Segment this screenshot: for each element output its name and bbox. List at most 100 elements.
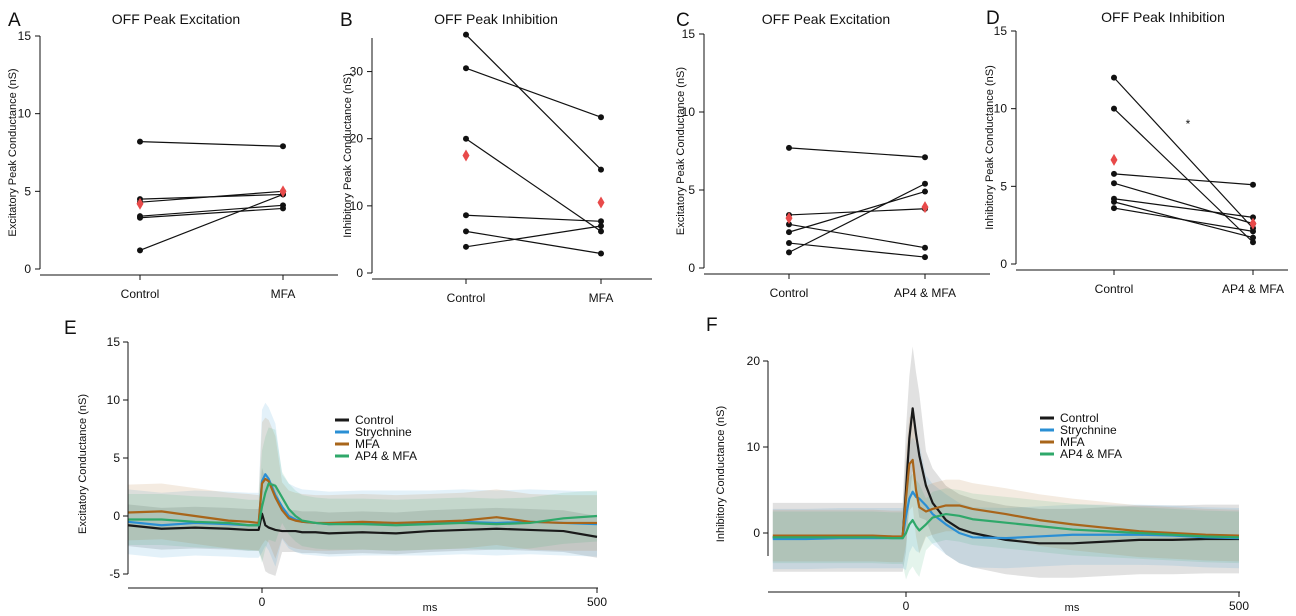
y-tick-label: 10 xyxy=(747,440,761,454)
mean-diamond xyxy=(1110,153,1118,166)
y-tick-label: 5 xyxy=(113,451,120,465)
series-line xyxy=(772,512,1240,540)
y-tick-label: 15 xyxy=(994,24,1008,38)
pair-line xyxy=(1113,207,1254,232)
significance-asterisk: * xyxy=(1186,117,1191,131)
data-point xyxy=(786,229,792,236)
x-category-label: AP4 & MFA xyxy=(1222,282,1284,296)
series-line xyxy=(128,482,598,527)
pair-line xyxy=(465,214,602,222)
legend-label: MFA xyxy=(1060,435,1085,449)
x-category-label: AP4 & MFA xyxy=(894,286,956,300)
legend-label: AP4 & MFA xyxy=(355,449,417,463)
y-tick-label: 5 xyxy=(1000,179,1007,193)
data-point xyxy=(463,243,469,250)
data-point xyxy=(786,144,792,151)
mean-diamond xyxy=(136,197,144,210)
panel-letter: D xyxy=(986,8,1000,29)
pair-line xyxy=(465,230,602,255)
series-line xyxy=(127,477,597,525)
data-point xyxy=(137,247,143,254)
data-point xyxy=(922,254,928,261)
y-tick-label: 0 xyxy=(24,262,31,276)
data-point xyxy=(786,249,792,256)
legend-label: MFA xyxy=(355,437,380,451)
legend-label: Strychnine xyxy=(355,425,412,439)
x-tick-label: 0 xyxy=(903,599,910,613)
legend-label: Strychnine xyxy=(1060,423,1117,437)
x-category-label: Control xyxy=(1095,282,1134,296)
pair-line xyxy=(465,138,602,232)
data-point xyxy=(1111,198,1117,205)
legend-label: Control xyxy=(1060,411,1099,425)
data-point xyxy=(922,244,928,251)
y-tick-label: 10 xyxy=(107,393,121,407)
data-point xyxy=(1250,214,1256,221)
pair-line xyxy=(788,223,926,249)
pair-line xyxy=(465,67,602,118)
pair-line xyxy=(1113,77,1254,229)
mean-diamond xyxy=(597,196,605,209)
data-point xyxy=(463,135,469,142)
pair-line xyxy=(1113,182,1254,225)
y-tick-label: 10 xyxy=(994,102,1008,116)
x-category-label: Control xyxy=(121,287,160,301)
y-tick-label: 0 xyxy=(688,261,695,275)
x-category-label: Control xyxy=(447,291,486,305)
data-point xyxy=(1250,239,1256,246)
data-point xyxy=(280,205,286,212)
chart-title: OFF Peak Excitation xyxy=(112,11,240,27)
mean-diamond xyxy=(1249,217,1257,230)
data-point xyxy=(1250,234,1256,241)
y-tick-label: 10 xyxy=(350,199,364,213)
data-point xyxy=(137,138,143,145)
legend-label: Control xyxy=(355,413,394,427)
x-tick-label: 500 xyxy=(1229,599,1249,613)
legend-label: AP4 & MFA xyxy=(1060,447,1122,461)
data-point xyxy=(786,240,792,247)
series-error-band xyxy=(772,346,1239,578)
y-axis-label: Excitatory Peak Conductance (nS) xyxy=(7,68,19,236)
y-axis-label: Inhibitory Peak Conductance (nS) xyxy=(342,73,354,237)
y-tick-label: 20 xyxy=(747,354,761,368)
chart-title: OFF Peak Excitation xyxy=(762,11,890,27)
series-error-band xyxy=(772,413,1239,563)
y-tick-label: 15 xyxy=(18,29,32,43)
data-point xyxy=(1111,105,1117,112)
data-point xyxy=(463,31,469,38)
data-point xyxy=(463,65,469,72)
data-point xyxy=(1111,170,1117,177)
mean-diamond xyxy=(279,185,287,198)
y-axis-label: Excitatory Conductance (nS) xyxy=(77,394,89,534)
pair-line xyxy=(788,242,926,258)
y-tick-label: 10 xyxy=(682,105,696,119)
data-point xyxy=(598,223,604,229)
data-point xyxy=(786,221,792,228)
data-point xyxy=(137,214,143,221)
data-point xyxy=(598,166,604,173)
y-tick-label: 15 xyxy=(107,335,121,349)
x-category-label: Control xyxy=(770,286,809,300)
y-tick-label: 15 xyxy=(682,27,696,41)
x-axis-label: ms xyxy=(423,602,438,614)
data-point xyxy=(1111,180,1117,187)
panel-letter: E xyxy=(64,318,77,339)
x-category-label: MFA xyxy=(589,291,614,305)
data-point xyxy=(598,114,604,121)
y-tick-label: 0 xyxy=(1000,257,1007,271)
data-point xyxy=(922,154,928,161)
pair-line xyxy=(139,193,284,251)
pair-line xyxy=(1113,173,1254,186)
data-point xyxy=(598,228,604,235)
series-line xyxy=(127,512,598,538)
data-point xyxy=(463,228,469,235)
x-tick-label: 500 xyxy=(587,595,607,609)
chart-title: OFF Peak Inhibition xyxy=(434,11,558,27)
panel-letter: B xyxy=(340,10,353,31)
pair-line xyxy=(139,204,284,217)
y-tick-label: 5 xyxy=(688,183,695,197)
data-point xyxy=(598,218,604,225)
pair-line xyxy=(788,183,926,253)
pair-line xyxy=(139,141,284,147)
